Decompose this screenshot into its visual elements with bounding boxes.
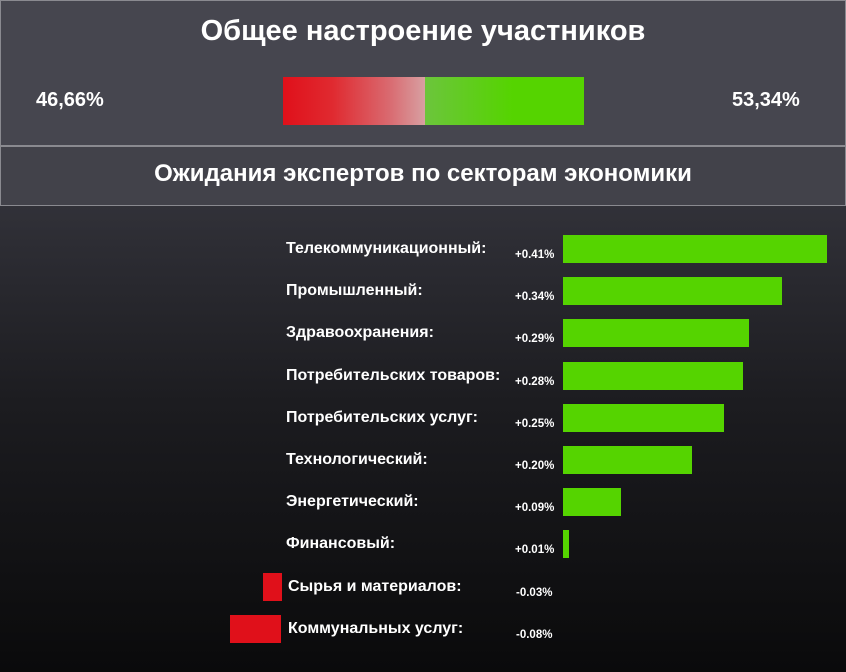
- sector-label: Потребительских услуг:: [286, 408, 478, 426]
- value-label: +0.01%: [515, 544, 555, 557]
- bar-6: [563, 446, 692, 474]
- sector-label: Потребительских товаров:: [286, 366, 501, 384]
- overall-sentiment-panel: Общее настроение участников 46,66% 53,34…: [0, 0, 846, 146]
- bar-4: [563, 361, 744, 390]
- value-label: +0.34%: [515, 291, 555, 304]
- sentiment-bar-positive: [425, 77, 584, 125]
- bar-5: [563, 403, 724, 432]
- value-label: +0.41%: [515, 249, 555, 261]
- sector-label: Технологический:: [286, 451, 428, 468]
- sector-label: Телекоммуникационный:: [286, 240, 487, 257]
- page-title: Общее настроение участников: [200, 15, 646, 47]
- sector-label: Сырья и материалов:: [288, 577, 462, 595]
- value-label: -0.03%: [516, 586, 553, 599]
- value-label: -0.08%: [516, 628, 553, 641]
- value-label: +0.28%: [515, 375, 555, 388]
- bar-2: [563, 277, 782, 306]
- bar-3: [563, 319, 750, 348]
- value-label: +0.09%: [515, 502, 555, 515]
- negative-percent: 46,66%: [36, 89, 104, 111]
- sector-bar-chart: Телекоммуникационный: +0.41% Промышленный:…: [0, 206, 846, 672]
- sector-label: Энергетический:: [286, 493, 419, 511]
- sector-chart-header: Ожидания экспертов по секторам экономики: [0, 146, 846, 206]
- positive-percent: 53,34%: [732, 89, 800, 111]
- sector-label: Финансовый:: [286, 535, 396, 553]
- bar-9: [262, 572, 282, 601]
- value-label: +0.29%: [515, 333, 555, 346]
- sentiment-bar-negative: [283, 77, 425, 125]
- bar-10: [229, 614, 281, 643]
- sector-label: Промышленный:: [286, 282, 423, 300]
- value-label: +0.20%: [515, 460, 555, 472]
- bar-8: [563, 530, 570, 559]
- value-label: +0.25%: [515, 417, 555, 430]
- sector-label: Здравоохранения:: [286, 324, 434, 342]
- chart-title: Ожидания экспертов по секторам экономики: [154, 160, 692, 187]
- bar-1: [563, 235, 827, 263]
- sector-label: Коммунальных услуг:: [288, 619, 464, 637]
- bar-7: [563, 488, 621, 517]
